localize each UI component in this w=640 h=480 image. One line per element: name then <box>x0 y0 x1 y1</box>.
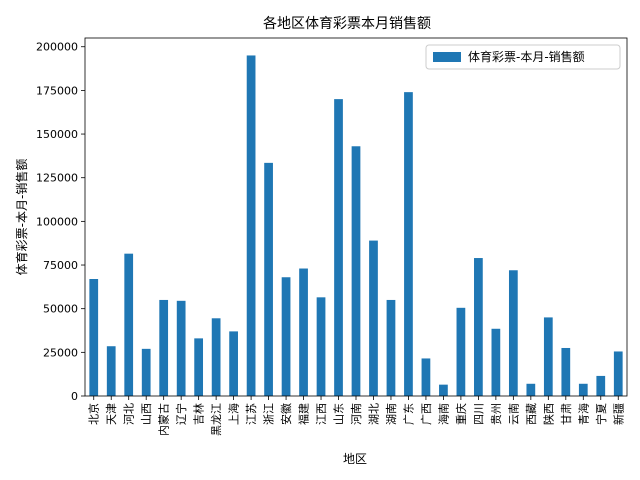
bar <box>439 384 448 396</box>
bar <box>281 277 291 396</box>
x-tick-label: 湖北 <box>367 403 380 425</box>
x-tick-label: 吉林 <box>192 403 206 425</box>
x-tick-label: 四川 <box>472 403 485 425</box>
bar <box>491 328 501 396</box>
x-tick-label: 辽宁 <box>174 403 188 425</box>
bar <box>246 55 256 397</box>
y-tick-label: 175000 <box>36 84 78 97</box>
bar <box>89 279 99 396</box>
bar <box>386 299 396 396</box>
bar <box>106 346 116 396</box>
x-tick-label: 湖南 <box>385 403 398 425</box>
bar <box>578 383 588 396</box>
bar <box>596 375 606 396</box>
bar <box>474 258 483 396</box>
x-tick-label: 海南 <box>436 403 450 425</box>
bar <box>264 162 273 396</box>
bar <box>369 240 378 396</box>
legend: 体育彩票-本月-销售额 <box>425 44 621 70</box>
y-axis-label: 体育彩票-本月-销售额 <box>14 159 29 276</box>
x-tick-label: 陕西 <box>541 403 555 425</box>
y-tick-label: 25000 <box>43 346 78 359</box>
bar <box>421 358 431 396</box>
x-tick-label: 浙江 <box>263 403 276 425</box>
legend-frame <box>425 44 621 70</box>
x-tick-label: 广东 <box>402 403 415 425</box>
y-tick-label: 125000 <box>36 172 78 185</box>
bar <box>334 99 343 397</box>
bar <box>299 268 308 396</box>
bar <box>543 317 553 396</box>
x-tick-label: 青海 <box>576 403 590 425</box>
x-tick-label: 新疆 <box>611 403 625 425</box>
x-tick-label: 河北 <box>123 403 136 425</box>
bar <box>404 92 413 396</box>
x-tick-label: 内蒙古 <box>157 403 171 436</box>
legend-label: 体育彩票-本月-销售额 <box>468 49 585 64</box>
x-tick-label: 西藏 <box>525 403 538 425</box>
x-tick-label: 上海 <box>227 403 241 425</box>
bar <box>316 297 326 396</box>
bar <box>124 253 134 396</box>
bar <box>456 307 466 396</box>
x-tick-label: 宁夏 <box>594 403 608 425</box>
chart-title: 各地区体育彩票本月销售额 <box>263 16 431 32</box>
bar <box>211 318 221 396</box>
bar <box>176 300 186 396</box>
x-tick-label: 山东 <box>333 403 346 425</box>
x-tick-label: 云南 <box>507 403 520 425</box>
x-tick-label: 河南 <box>350 403 363 425</box>
bar <box>229 331 238 396</box>
x-tick-label: 江西 <box>315 403 328 425</box>
plot-area: 0 25000 50000 75000 100000 125000 150000 175000… <box>36 37 628 436</box>
bar <box>508 270 518 396</box>
bar <box>194 338 204 396</box>
bar <box>561 347 571 396</box>
y-tick-label: 50000 <box>43 303 78 316</box>
bar <box>159 299 169 396</box>
x-tick-label: 山西 <box>140 403 153 425</box>
bar <box>351 146 361 396</box>
x-tick-label: 安徽 <box>279 403 293 425</box>
y-tick-label: 200000 <box>36 41 78 54</box>
bar <box>613 351 623 396</box>
x-tick-label: 甘肃 <box>560 403 573 425</box>
x-tick-label: 北京 <box>87 403 101 425</box>
bar <box>141 348 151 396</box>
y-tick-label: 100000 <box>36 215 78 228</box>
legend-swatch <box>433 52 461 62</box>
y-tick-label: 0 <box>71 390 78 403</box>
y-tick-label: 75000 <box>43 259 78 272</box>
x-tick-label: 重庆 <box>454 403 468 425</box>
y-tick-label: 150000 <box>36 128 78 141</box>
bar <box>526 383 536 396</box>
x-tick-label: 天津 <box>105 403 118 425</box>
x-tick-label: 黑龙江 <box>210 403 223 436</box>
x-axis-label: 地区 <box>343 452 367 466</box>
x-tick-label: 广西 <box>420 403 433 425</box>
x-tick-label: 福建 <box>297 403 311 425</box>
x-tick-label: 贵州 <box>490 403 503 425</box>
x-tick-label: 江苏 <box>245 403 258 425</box>
